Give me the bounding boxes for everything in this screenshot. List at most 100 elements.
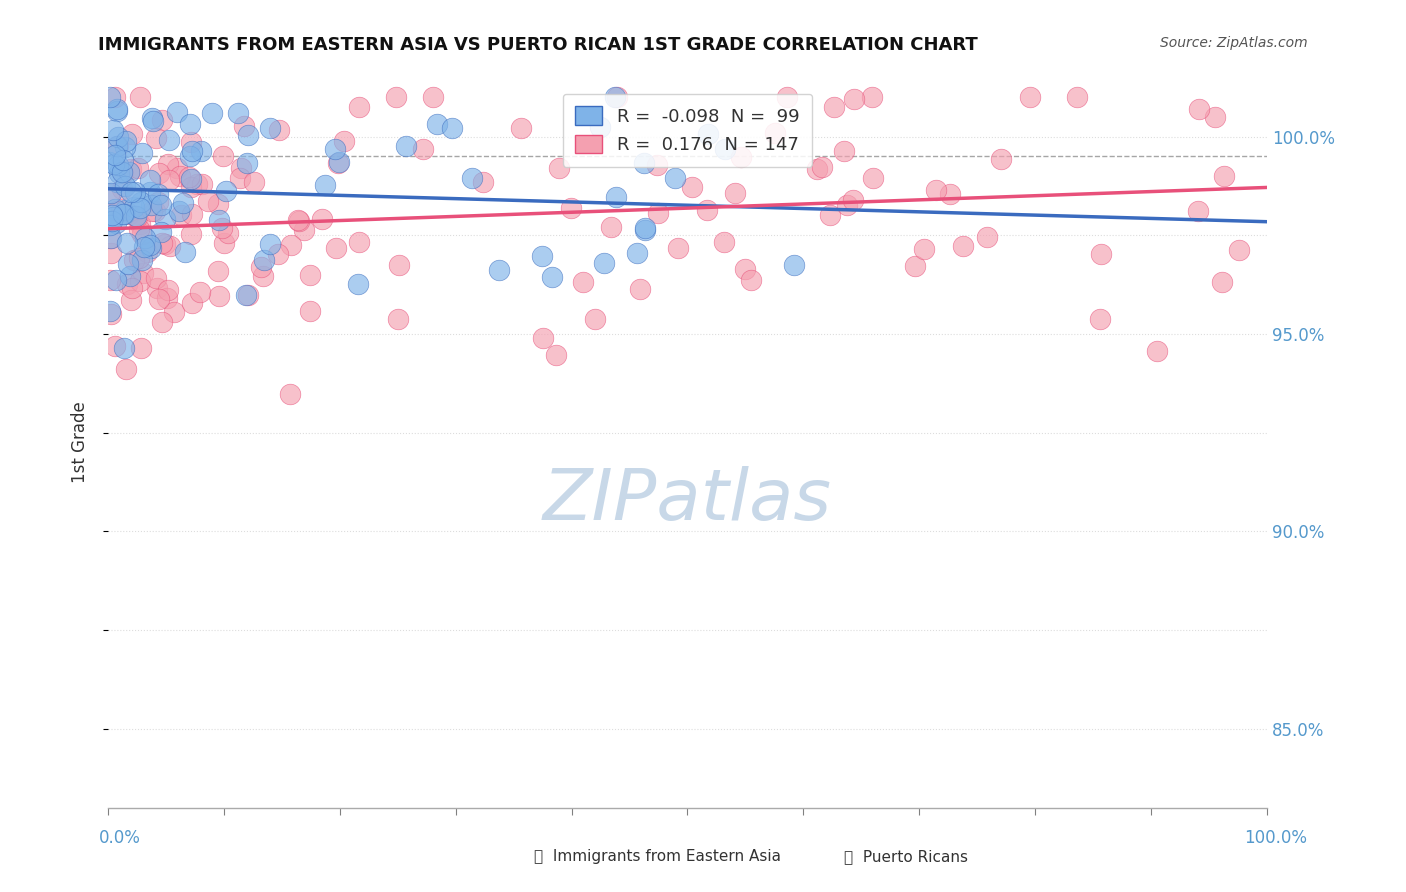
Point	[952, 239, 974, 253]
Point	[104, 216, 127, 230]
Point	[647, 158, 669, 172]
Point	[605, 90, 627, 104]
Point	[697, 127, 720, 141]
Point	[173, 245, 195, 260]
Point	[128, 161, 150, 175]
Point	[280, 237, 302, 252]
Point	[976, 229, 998, 244]
Y-axis label: 1st Grade: 1st Grade	[72, 401, 89, 483]
Point	[112, 153, 135, 168]
Point	[125, 211, 148, 225]
Point	[714, 142, 737, 156]
Point	[461, 171, 484, 186]
Point	[107, 130, 129, 145]
Point	[100, 246, 122, 260]
Point	[139, 198, 162, 212]
Point	[589, 120, 612, 134]
Point	[143, 203, 166, 218]
Point	[118, 268, 141, 283]
Point	[231, 161, 253, 175]
Point	[259, 121, 281, 136]
Point	[122, 201, 145, 215]
Point	[111, 206, 134, 220]
Point	[98, 90, 121, 104]
Point	[238, 288, 260, 302]
Point	[100, 231, 122, 245]
Point	[153, 237, 176, 252]
Point	[166, 105, 188, 120]
Text: 100.0%: 100.0%	[1244, 830, 1308, 847]
Point	[124, 185, 146, 199]
Point	[159, 239, 181, 253]
Point	[593, 256, 616, 270]
Point	[633, 220, 655, 235]
Point	[98, 303, 121, 318]
Point	[103, 156, 125, 170]
Point	[120, 185, 142, 199]
Point	[166, 161, 188, 175]
Point	[156, 291, 179, 305]
Point	[181, 144, 204, 158]
Point	[128, 201, 150, 215]
Point	[169, 203, 191, 218]
Point	[236, 128, 259, 142]
Point	[583, 312, 606, 326]
Point	[157, 173, 180, 187]
Point	[145, 271, 167, 285]
Point	[101, 213, 124, 227]
Point	[298, 304, 321, 318]
Text: 🔴  Puerto Ricans: 🔴 Puerto Ricans	[844, 849, 967, 863]
Point	[101, 210, 124, 224]
Point	[150, 225, 173, 239]
Point	[115, 236, 138, 251]
Point	[172, 196, 194, 211]
Point	[186, 177, 208, 191]
Point	[298, 268, 321, 282]
Point	[666, 241, 689, 255]
Point	[1090, 246, 1112, 260]
Point	[724, 186, 747, 201]
Point	[208, 289, 231, 303]
Point	[412, 142, 434, 156]
Point	[252, 268, 274, 283]
Point	[98, 187, 121, 202]
Point	[100, 307, 122, 321]
Point	[422, 90, 444, 104]
Point	[212, 149, 235, 163]
Point	[156, 157, 179, 171]
Point	[114, 140, 136, 154]
Point	[128, 217, 150, 231]
Text: 0.0%: 0.0%	[98, 830, 141, 847]
Point	[179, 117, 201, 131]
Point	[104, 273, 127, 287]
Text: ZIPatlas: ZIPatlas	[543, 467, 832, 535]
Point	[1187, 203, 1209, 218]
Point	[1212, 169, 1234, 183]
Point	[571, 275, 593, 289]
Point	[124, 252, 146, 267]
Point	[135, 244, 157, 259]
Point	[278, 387, 301, 401]
Point	[138, 173, 160, 187]
Point	[860, 90, 883, 104]
Point	[148, 292, 170, 306]
Point	[197, 194, 219, 209]
Point	[105, 103, 128, 118]
Point	[600, 219, 623, 234]
Point	[104, 202, 127, 216]
Point	[105, 174, 128, 188]
Point	[148, 166, 170, 180]
Point	[1146, 344, 1168, 359]
Point	[121, 127, 143, 141]
Point	[129, 341, 152, 355]
Point	[664, 171, 686, 186]
Point	[153, 211, 176, 226]
Point	[111, 165, 134, 179]
Point	[180, 172, 202, 186]
Point	[823, 100, 845, 114]
Point	[129, 274, 152, 288]
Point	[180, 180, 202, 194]
Point	[912, 242, 935, 256]
Point	[226, 106, 249, 120]
Point	[811, 160, 834, 174]
